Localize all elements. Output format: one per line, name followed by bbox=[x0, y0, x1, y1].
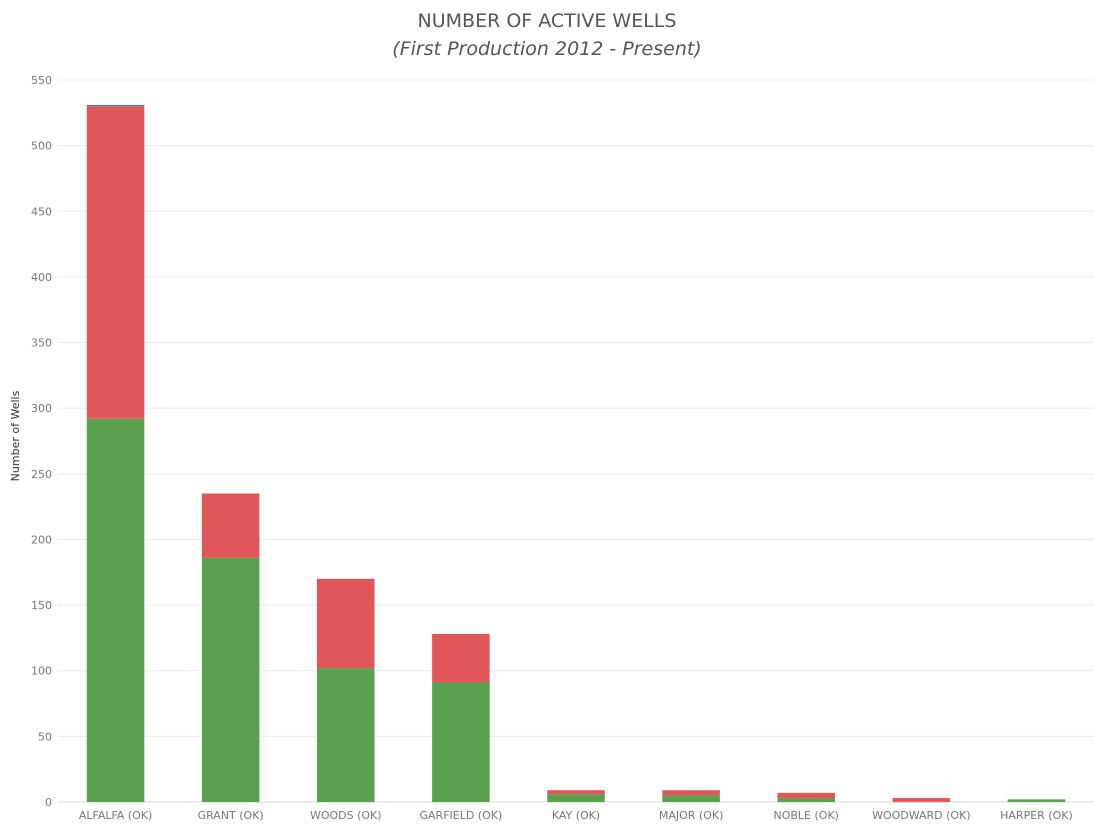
x-tick-label: WOODWARD (OK) bbox=[872, 809, 971, 822]
y-tick-label: 200 bbox=[31, 533, 52, 546]
bar-segment bbox=[201, 557, 260, 802]
bar-segment bbox=[317, 578, 375, 669]
y-tick-label: 150 bbox=[31, 599, 52, 612]
chart-title: NUMBER OF ACTIVE WELLS bbox=[418, 10, 677, 32]
x-tick-label: KAY (OK) bbox=[552, 809, 600, 822]
bars bbox=[86, 104, 1066, 802]
y-tick-label: 400 bbox=[31, 271, 52, 284]
y-tick-label: 550 bbox=[31, 74, 52, 87]
x-tick-label: GARFIELD (OK) bbox=[420, 809, 503, 822]
bar-segment bbox=[432, 682, 490, 802]
y-tick-label: 0 bbox=[45, 796, 52, 809]
bar-segment bbox=[547, 790, 605, 795]
x-tick-label: ALFALFA (OK) bbox=[79, 809, 152, 822]
bar-segment bbox=[892, 798, 951, 802]
y-tick-label: 450 bbox=[31, 205, 52, 218]
bar-segment bbox=[201, 493, 260, 558]
bar-segment bbox=[1007, 799, 1066, 802]
x-tick-label: MAJOR (OK) bbox=[659, 809, 724, 822]
y-tick-label: 500 bbox=[31, 140, 52, 153]
bar-segment bbox=[662, 790, 720, 796]
x-tick-label: GRANT (OK) bbox=[198, 809, 264, 822]
bar-segment bbox=[432, 633, 490, 683]
x-tick-label: HARPER (OK) bbox=[1000, 809, 1073, 822]
chart-subtitle: (First Production 2012 - Present) bbox=[392, 38, 701, 60]
y-tick-label: 50 bbox=[38, 730, 52, 743]
y-tick-label: 100 bbox=[31, 665, 52, 678]
bar-segment bbox=[777, 798, 835, 802]
x-axis: ALFALFA (OK) GRANT (OK) WOODS (OK) GARFIELD… bbox=[79, 809, 1073, 822]
bar-segment bbox=[86, 104, 145, 107]
bar-segment bbox=[547, 794, 605, 802]
bar-segment bbox=[662, 795, 720, 802]
bar-segment bbox=[317, 668, 375, 802]
bar-segment bbox=[86, 106, 145, 419]
x-tick-label: WOODS (OK) bbox=[310, 809, 382, 822]
y-tick-label: 350 bbox=[31, 337, 52, 350]
bar-segment bbox=[86, 418, 145, 802]
y-tick-label: 300 bbox=[31, 402, 52, 415]
y-axis-title: Number of Wells bbox=[9, 390, 22, 481]
bar-segment bbox=[777, 792, 835, 799]
y-tick-label: 250 bbox=[31, 468, 52, 481]
x-tick-label: NOBLE (OK) bbox=[773, 809, 838, 822]
y-axis: 0 50 100 150 200 250 300 350 400 450 500 550 bbox=[31, 74, 52, 809]
